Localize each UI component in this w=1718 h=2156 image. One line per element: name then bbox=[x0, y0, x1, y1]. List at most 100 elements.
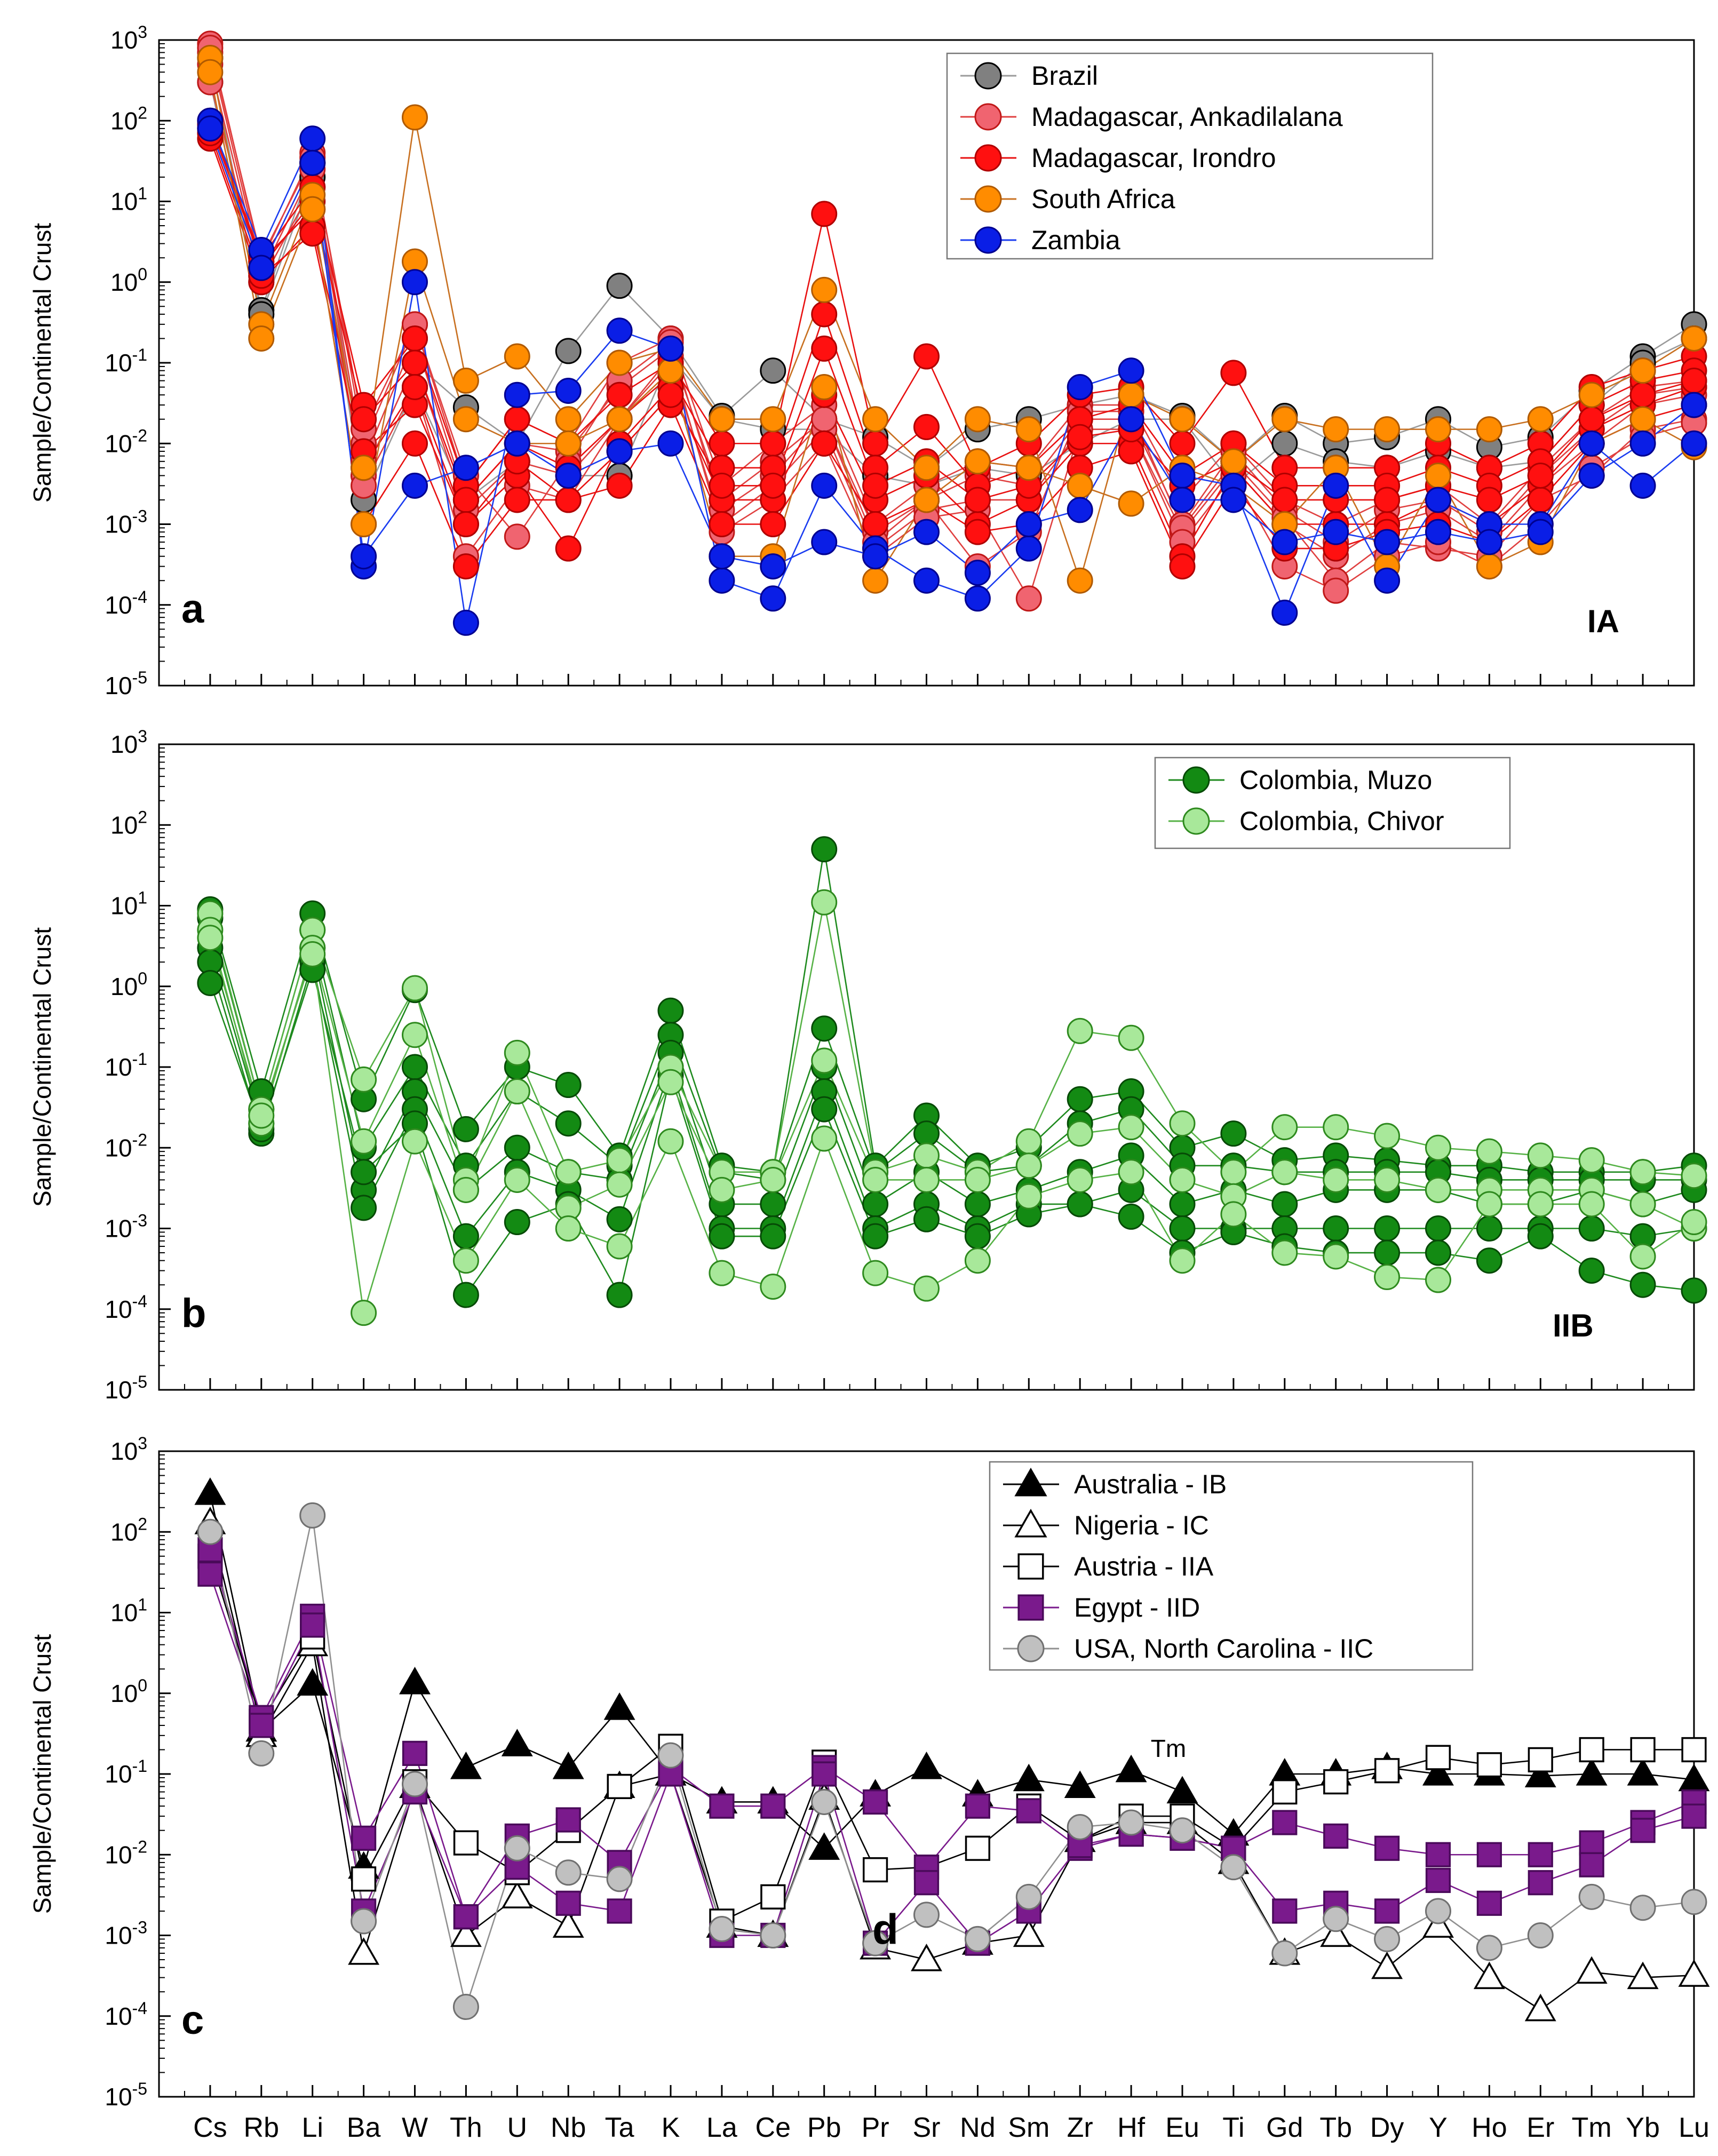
data-point bbox=[1524, 1993, 1556, 2022]
data-point bbox=[1323, 416, 1349, 443]
data-point bbox=[555, 1110, 582, 1137]
data-point bbox=[1371, 1951, 1403, 1979]
data-point bbox=[1015, 511, 1042, 537]
data-point bbox=[964, 1191, 991, 1218]
data-point bbox=[862, 1260, 889, 1286]
data-point bbox=[1627, 1961, 1659, 1990]
data-point bbox=[913, 1120, 940, 1147]
legend-marker bbox=[1017, 1553, 1044, 1580]
data-point bbox=[1015, 1152, 1042, 1179]
x-category-label: Sr bbox=[913, 2112, 941, 2143]
y-tick-label: 10-5 bbox=[105, 668, 147, 699]
x-category-label: Er bbox=[1526, 2112, 1554, 2143]
data-point bbox=[1528, 1870, 1553, 1896]
data-point bbox=[606, 349, 633, 376]
legend-entry: Nigeria - IC bbox=[1074, 1510, 1209, 1540]
data-point bbox=[504, 1835, 530, 1861]
data-point bbox=[964, 448, 991, 475]
data-point bbox=[808, 1832, 840, 1860]
data-point bbox=[1425, 416, 1451, 443]
legend: Colombia, Muzo Colombia, Chivor bbox=[1154, 757, 1511, 849]
data-point bbox=[913, 519, 940, 545]
data-point bbox=[964, 1247, 991, 1274]
data-point bbox=[1527, 1223, 1554, 1250]
y-tick-label: 10-1 bbox=[105, 1756, 147, 1788]
data-point bbox=[1271, 487, 1298, 513]
data-point bbox=[1015, 1883, 1042, 1910]
data-point bbox=[504, 406, 530, 433]
data-point bbox=[1425, 519, 1451, 545]
data-point bbox=[1169, 1191, 1196, 1218]
data-point bbox=[1067, 1120, 1093, 1147]
data-point bbox=[1272, 1810, 1298, 1835]
data-point bbox=[1527, 1142, 1554, 1169]
data-point bbox=[709, 472, 735, 499]
data-point bbox=[1374, 1758, 1400, 1784]
data-point bbox=[1220, 448, 1247, 475]
data-point bbox=[299, 220, 326, 247]
data-point bbox=[1013, 1919, 1045, 1947]
data-point bbox=[964, 1166, 991, 1193]
data-point bbox=[1578, 1883, 1605, 1910]
y-tick-label: 10-2 bbox=[105, 1130, 147, 1161]
data-point bbox=[811, 201, 838, 227]
data-point bbox=[1576, 1758, 1608, 1786]
data-point bbox=[1323, 472, 1349, 499]
data-point bbox=[709, 511, 735, 537]
data-point bbox=[1681, 1209, 1707, 1236]
data-point bbox=[452, 1116, 479, 1142]
data-point bbox=[657, 1128, 684, 1155]
data-point bbox=[1629, 1243, 1656, 1270]
data-point bbox=[911, 1944, 942, 1971]
data-point bbox=[913, 343, 940, 370]
data-point bbox=[1323, 1166, 1349, 1193]
y-tick-label: 10-5 bbox=[105, 2079, 147, 2111]
data-point bbox=[1425, 1176, 1451, 1203]
data-point bbox=[1169, 1817, 1196, 1844]
data-point bbox=[552, 1910, 584, 1938]
data-point bbox=[399, 1667, 431, 1694]
y-tick-label: 103 bbox=[110, 727, 147, 758]
data-point bbox=[402, 1740, 428, 1766]
data-point bbox=[402, 374, 428, 401]
data-point bbox=[1528, 1842, 1553, 1867]
data-point bbox=[1579, 1852, 1604, 1877]
data-point bbox=[501, 1729, 533, 1756]
y-tick-label: 10-4 bbox=[105, 587, 147, 619]
x-category-label: Hf bbox=[1117, 2112, 1146, 2143]
data-point bbox=[555, 1890, 581, 1916]
y-tick-label: 10-3 bbox=[105, 1918, 147, 1950]
y-tick-label: 10-3 bbox=[105, 507, 147, 538]
data-point bbox=[760, 1884, 786, 1910]
data-point bbox=[1425, 1239, 1451, 1266]
data-point bbox=[1629, 357, 1656, 384]
data-point bbox=[402, 325, 428, 352]
x-category-label: Lu bbox=[1679, 2112, 1709, 2143]
data-point bbox=[452, 487, 479, 513]
group-label: IA bbox=[1587, 603, 1619, 639]
x-category-label: Cs bbox=[193, 2112, 227, 2143]
data-point bbox=[965, 1835, 991, 1861]
data-point bbox=[811, 374, 838, 401]
data-point bbox=[1374, 1926, 1401, 1952]
data-point bbox=[862, 430, 889, 457]
data-point bbox=[1374, 1835, 1400, 1861]
data-point bbox=[811, 1047, 838, 1074]
data-point bbox=[606, 1233, 633, 1260]
annotation-label: Tm bbox=[1151, 1735, 1186, 1762]
y-tick-label: 10-3 bbox=[105, 1211, 147, 1243]
data-point bbox=[1323, 1215, 1349, 1242]
data-point bbox=[1118, 438, 1144, 465]
data-point bbox=[504, 487, 530, 513]
data-point bbox=[811, 335, 838, 362]
data-point bbox=[1118, 1024, 1144, 1051]
series-line bbox=[209, 902, 1695, 1182]
data-point bbox=[1476, 1138, 1502, 1165]
series-line bbox=[209, 849, 1695, 1173]
data-point bbox=[402, 104, 428, 131]
data-point bbox=[1425, 462, 1451, 489]
data-point bbox=[452, 553, 479, 580]
data-point bbox=[402, 1771, 428, 1797]
data-point bbox=[1220, 1854, 1247, 1881]
data-point bbox=[811, 1015, 838, 1042]
